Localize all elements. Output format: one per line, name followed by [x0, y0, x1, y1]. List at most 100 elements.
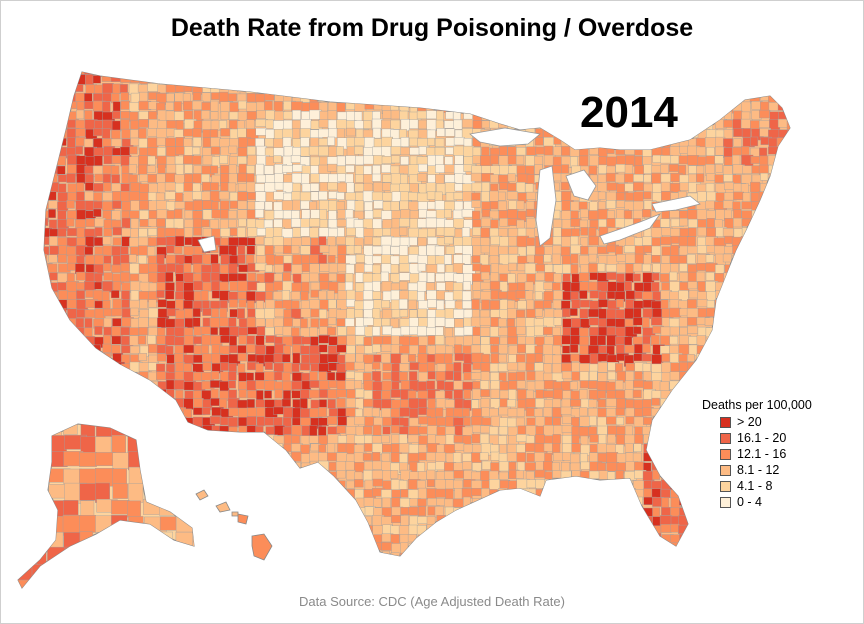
- county-cell: [129, 263, 141, 275]
- county-cell: [355, 174, 364, 183]
- county-cell: [309, 516, 319, 525]
- county-cell: [390, 165, 401, 175]
- county-cell: [264, 264, 273, 273]
- county-cell: [579, 336, 590, 347]
- county-cell: [579, 74, 588, 86]
- county-cell: [571, 101, 581, 111]
- county-cell: [345, 254, 357, 265]
- county-cell: [659, 551, 668, 556]
- county-cell: [795, 76, 804, 86]
- county-cell: [31, 484, 46, 503]
- county-cell: [768, 263, 776, 276]
- county-cell: [580, 496, 592, 508]
- county-cell: [579, 542, 591, 552]
- county-cell: [183, 246, 195, 256]
- county-cell: [274, 388, 283, 399]
- county-cell: [490, 388, 500, 399]
- county-cell: [435, 326, 444, 336]
- county-cell: [381, 452, 391, 463]
- county-cell: [173, 379, 185, 390]
- county-cell: [740, 183, 749, 193]
- county-cell: [516, 326, 526, 335]
- county-cell: [796, 173, 805, 184]
- county-cell: [642, 75, 653, 85]
- county-cell: [462, 525, 474, 534]
- county-cell: [797, 318, 808, 327]
- county-cell: [678, 344, 690, 355]
- county-cell: [490, 533, 500, 542]
- county-cell: [579, 505, 589, 514]
- county-cell: [776, 137, 787, 150]
- county-cell: [759, 210, 770, 219]
- county-cell: [174, 507, 186, 516]
- county-cell: [274, 488, 288, 497]
- county-cell: [741, 246, 753, 256]
- county-cell: [697, 299, 708, 308]
- county-cell: [309, 479, 321, 489]
- county-cell: [301, 236, 311, 246]
- county-cell: [561, 72, 570, 75]
- county-cell: [480, 237, 490, 247]
- county-cell: [615, 192, 625, 201]
- county-cell: [463, 93, 473, 105]
- county-cell: [84, 416, 97, 425]
- county-cell: [561, 371, 572, 380]
- county-cell: [129, 380, 143, 389]
- county-cell: [292, 524, 306, 536]
- county-cell: [292, 199, 301, 211]
- county-cell: [444, 525, 454, 536]
- county-cell: [102, 361, 111, 371]
- county-cell: [57, 201, 69, 212]
- county-cell: [417, 487, 428, 500]
- county-cell: [497, 363, 509, 372]
- county-cell: [381, 119, 392, 131]
- county-cell: [652, 453, 664, 462]
- county-cell: [660, 425, 670, 435]
- county-cell: [462, 75, 474, 88]
- county-cell: [126, 564, 148, 585]
- county-cell: [282, 515, 294, 527]
- county-cell: [44, 217, 49, 227]
- county-cell: [785, 317, 790, 326]
- county-cell: [427, 299, 437, 308]
- county-cell: [444, 390, 453, 400]
- county-cell: [796, 263, 804, 272]
- county-cell: [679, 542, 688, 554]
- county-cell: [129, 426, 140, 438]
- county-cell: [499, 498, 512, 510]
- county-cell: [705, 362, 716, 373]
- county-cell: [444, 100, 454, 111]
- county-cell: [57, 390, 66, 402]
- county-cell: [777, 524, 788, 533]
- county-cell: [597, 533, 606, 544]
- county-cell: [201, 72, 210, 75]
- county-cell: [489, 83, 499, 96]
- county-cell: [372, 344, 381, 353]
- county-cell: [677, 127, 687, 139]
- county-cell: [750, 525, 761, 535]
- county-cell: [543, 145, 554, 156]
- county-cell: [561, 552, 571, 556]
- county-cell: [435, 91, 449, 103]
- county-cell: [211, 462, 221, 473]
- county-cell: [454, 525, 467, 535]
- county-cell: [588, 263, 600, 274]
- county-cell: [768, 551, 781, 556]
- county-cell: [191, 467, 194, 482]
- county-cell: [508, 489, 519, 497]
- county-cell: [552, 496, 566, 508]
- county-cell: [768, 372, 781, 384]
- county-cell: [741, 543, 755, 553]
- county-cell: [751, 201, 765, 211]
- county-cell: [237, 74, 246, 83]
- county-cell: [129, 146, 138, 155]
- county-cell: [219, 542, 230, 553]
- county-cell: [111, 548, 133, 567]
- county-cell: [749, 92, 761, 102]
- county-cell: [453, 470, 464, 479]
- county-cell: [228, 389, 237, 400]
- county-cell: [562, 318, 572, 329]
- county-cell: [606, 533, 615, 542]
- county-cell: [147, 228, 158, 236]
- county-cell: [778, 318, 789, 329]
